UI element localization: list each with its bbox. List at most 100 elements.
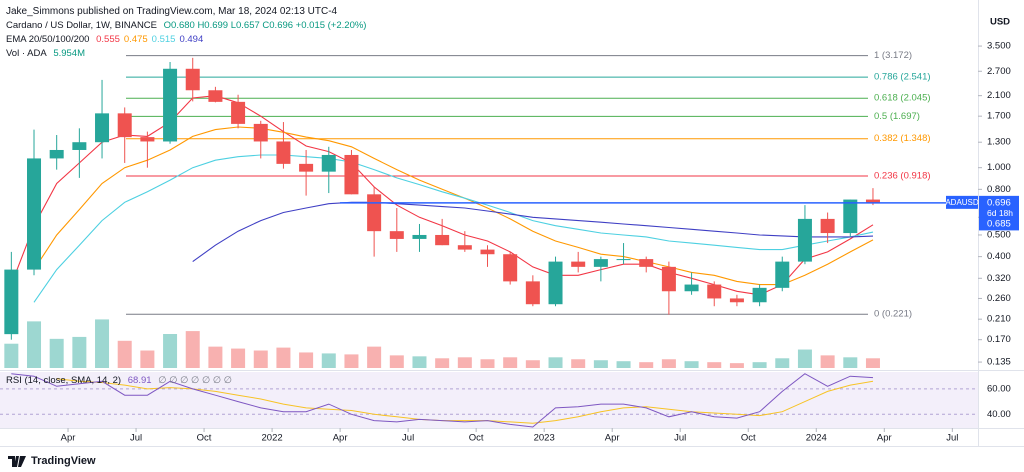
candle-body: [140, 137, 155, 142]
candle-body: [571, 261, 586, 267]
x-tick-label: Apr: [61, 433, 76, 444]
fib-label: 0 (0.221): [874, 309, 912, 320]
x-tick-label: Oct: [469, 433, 484, 444]
logo: [8, 455, 26, 467]
rsi-tick-label: 60.00: [987, 383, 1011, 394]
symbol-tag: ADAUSD: [945, 198, 979, 207]
candle-body: [185, 68, 200, 91]
volume-bar: [639, 362, 654, 368]
candle-body: [797, 218, 812, 262]
volume-bar: [843, 357, 858, 368]
price-tag: 0.696: [987, 197, 1011, 208]
symbol: Cardano / US Dollar, 1W, BINANCE: [6, 20, 157, 31]
x-tick-label: Apr: [877, 433, 892, 444]
ohlc: O0.680 H0.699 L0.657 C0.696 +0.015 (+2.2…: [163, 20, 367, 31]
brand: TradingView: [31, 455, 96, 467]
volume-bar: [548, 357, 563, 368]
candle-body: [684, 284, 699, 292]
fib-label: 0.618 (2.045): [874, 93, 931, 104]
candle-body: [480, 249, 495, 255]
volume-bar: [616, 361, 631, 368]
fib-label: 1 (3.172): [874, 50, 912, 61]
candle-body: [367, 194, 382, 232]
candle-body: [321, 154, 336, 172]
x-tick-label: 2022: [262, 433, 283, 444]
volume-bar: [95, 319, 110, 368]
ema-line: [33, 126, 874, 286]
volume-bar: [344, 354, 359, 368]
rsi-label: RSI (14, close, SMA, 14, 2): [6, 375, 122, 386]
candle-body: [457, 245, 472, 250]
y-tick-label: 0.260: [987, 293, 1011, 304]
candle-body: [276, 141, 291, 164]
volume-bar: [503, 357, 518, 368]
candle-body: [525, 281, 540, 305]
candle-body: [729, 298, 744, 303]
candle-body: [4, 269, 19, 335]
y-tick-label: 0.135: [987, 357, 1011, 368]
candle-body: [820, 218, 835, 234]
candle-body: [163, 68, 178, 142]
candle-body: [208, 90, 223, 102]
volume-bar: [661, 359, 676, 368]
x-tick-label: Jul: [674, 433, 686, 444]
x-tick-label: Jul: [130, 433, 142, 444]
y-tick-label: 0.500: [987, 229, 1011, 240]
ema-value: 0.494: [179, 34, 204, 45]
y-tick-label: 0.210: [987, 314, 1011, 325]
volume-bar: [457, 357, 472, 368]
volume-bar: [775, 358, 790, 368]
candle-body: [231, 101, 246, 124]
candle-body: [49, 149, 64, 159]
ema-value: 0.475: [123, 34, 148, 45]
fib-label: 0.5 (1.697): [874, 111, 920, 122]
y-tick-label: 0.400: [987, 251, 1011, 262]
price-tag-bg: [979, 195, 1019, 220]
volume-bar: [72, 336, 87, 368]
fib-label: 0.382 (1.348): [874, 133, 931, 144]
fib-label: 0.236 (0.918): [874, 171, 931, 182]
volume-bar: [367, 346, 382, 368]
volume-bar: [729, 363, 744, 368]
rsi-tick-label: 40.00: [987, 409, 1011, 420]
volume-bar: [27, 321, 42, 368]
ema-legend: EMA 20/50/100/200 0.555 0.475 0.515 0.494: [6, 34, 207, 46]
candle-body: [548, 261, 563, 305]
volume-bar: [412, 356, 427, 368]
candle-body: [865, 199, 880, 203]
x-tick-label: Jul: [946, 433, 958, 444]
ema-label: EMA 20/50/100/200: [6, 34, 90, 45]
volume-bar: [797, 349, 812, 368]
y-tick-label: 0.170: [987, 334, 1011, 345]
candle-body: [639, 259, 654, 267]
x-tick-label: 2024: [806, 433, 827, 444]
volume-bar: [480, 359, 495, 368]
volume-bar: [231, 348, 246, 368]
volume-label: Vol · ADA: [6, 48, 47, 59]
ema-value: 0.555: [96, 34, 120, 45]
volume-bar: [49, 338, 64, 368]
volume-bar: [525, 360, 540, 368]
symbol-line: Cardano / US Dollar, 1W, BINANCE O0.680 …: [6, 20, 370, 32]
ema-line: [192, 201, 874, 263]
rsi-value: 68.91: [127, 375, 152, 386]
y-tick-label: 1.700: [987, 111, 1011, 122]
marker-tag-bg: [979, 217, 1019, 231]
rsi-line: [11, 373, 874, 428]
y-tick-label: 0.320: [987, 273, 1011, 284]
volume-bar: [185, 331, 200, 368]
volume-bar: [752, 362, 767, 368]
currency-label: USD: [990, 17, 1010, 28]
volume-bar: [571, 359, 586, 368]
ema-value: 0.515: [151, 34, 176, 45]
volume-bar: [253, 350, 268, 368]
fib-label: 0.786 (2.541): [874, 72, 931, 83]
volume-bar: [208, 346, 223, 368]
y-tick-label: 1.300: [987, 137, 1011, 148]
candle-body: [389, 231, 404, 239]
volume-legend: Vol · ADA 5.954M: [6, 48, 89, 60]
candle-body: [299, 163, 314, 172]
symbol-tag-bg: [946, 195, 978, 209]
